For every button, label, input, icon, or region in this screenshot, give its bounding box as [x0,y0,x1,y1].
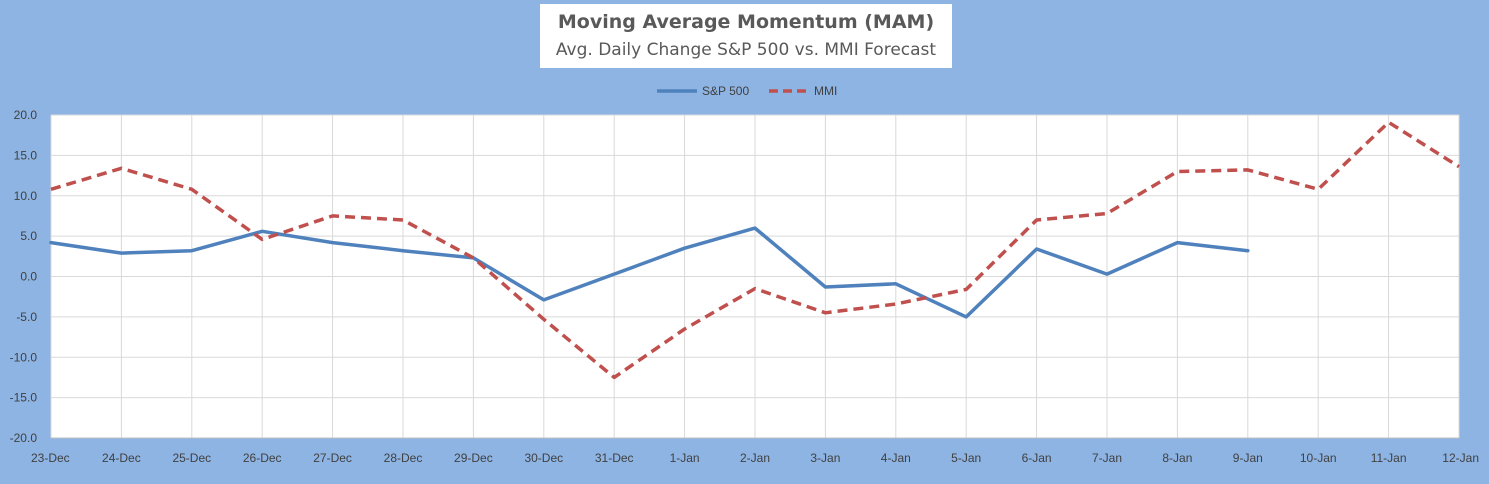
y-tick-label: 5.0 [20,229,37,243]
x-tick-label: 11-Jan [1371,451,1407,465]
x-tick-label: 27-Dec [313,451,352,465]
x-tick-label: 29-Dec [454,451,493,465]
y-tick-label: 10.0 [14,189,38,203]
x-tick-label: 25-Dec [172,451,211,465]
x-tick-label: 30-Dec [524,451,563,465]
x-tick-label: 28-Dec [384,451,423,465]
x-tick-label: 5-Jan [951,451,981,465]
x-tick-label: 4-Jan [881,451,911,465]
series-line-s-p-500 [49,226,1250,319]
x-axis-ticks: 23-Dec 24-Dec 25-Dec 26-Dec 27-Dec 28-Dec 29-D… [31,451,1479,465]
x-tick-label: 24-Dec [102,451,141,465]
chart-title-box: Moving Average Momentum (MAM) Avg. Daily… [540,4,952,68]
x-tick-label: 3-Jan [810,451,840,465]
x-tick-label: 12-Jan [1442,451,1479,465]
y-tick-label: 20.0 [14,108,38,122]
legend-label: S&P 500 [702,84,749,98]
chart-title: Moving Average Momentum (MAM) [557,11,935,33]
x-tick-label: 1-Jan [670,451,700,465]
x-tick-label: 6-Jan [1022,451,1052,465]
y-tick-label: 0.0 [20,270,37,284]
x-tick-label: 23-Dec [31,451,70,465]
y-tick-label: 15.0 [14,148,38,162]
x-tick-label: 31-Dec [595,451,634,465]
x-tick-label: 9-Jan [1233,451,1263,465]
legend: S&P 500 MMI [657,84,837,98]
x-tick-label: 7-Jan [1092,451,1122,465]
x-tick-label: 2-Jan [740,451,770,465]
x-tick-label: 26-Dec [243,451,282,465]
legend-label: MMI [814,84,837,98]
gridlines [50,114,1460,439]
y-axis-ticks: 20.0 15.0 10.0 5.0 0.0 -5.0 -10.0 -15.0 -20.0 [10,108,38,445]
y-tick-label: -10.0 [10,350,38,364]
y-tick-label: -20.0 [10,431,38,445]
series-line-mmi [50,120,1460,380]
y-tick-label: -15.0 [10,391,38,405]
x-tick-label: 8-Jan [1162,451,1192,465]
y-tick-label: -5.0 [16,310,37,324]
series-lines [49,120,1460,380]
x-tick-label: 10-Jan [1300,451,1337,465]
chart-subtitle: Avg. Daily Change S&P 500 vs. MMI Foreca… [555,40,937,60]
